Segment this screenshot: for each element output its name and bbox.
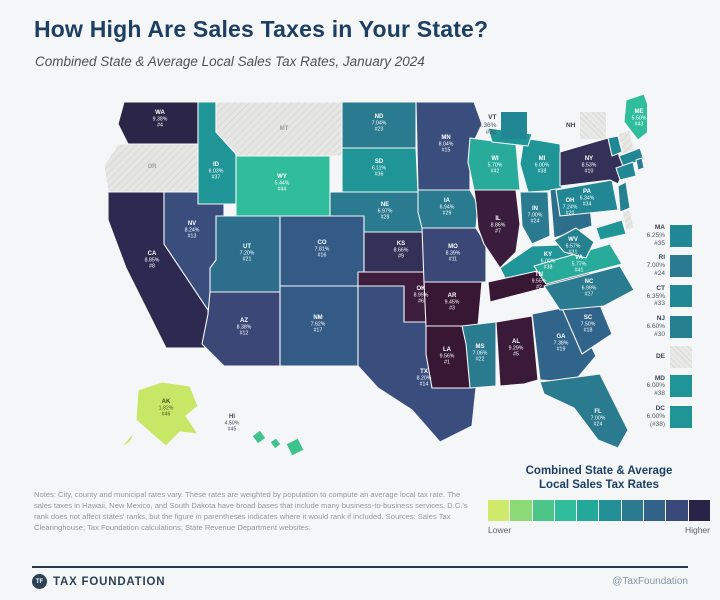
state-WY[interactable] — [235, 155, 331, 217]
footer-divider — [32, 566, 688, 568]
callout-swatch-DC — [670, 405, 692, 428]
callout-swatch-DE — [670, 345, 692, 368]
state-IN[interactable] — [519, 191, 551, 245]
legend-color-3 — [554, 499, 577, 521]
callout-vermont: VT 6.36% #32 — [478, 112, 528, 139]
legend-color-4 — [577, 499, 599, 521]
state-AR[interactable] — [423, 281, 483, 327]
callout-swatch-RI — [670, 255, 692, 278]
state-TX[interactable] — [357, 285, 477, 443]
legend-color-5 — [599, 499, 621, 521]
callout-label-DE: DE — [655, 352, 665, 360]
callout-swatch-MA — [670, 224, 692, 247]
state-CT[interactable] — [615, 161, 637, 181]
right-state-callouts: MA 6.25% #35 RI 7.00% #24 CT 6.35% #33 NJ 6.60% #30… — [598, 224, 692, 428]
callout-label-DC: DC 6.00% (#38) — [646, 404, 665, 428]
legend-gradient-bar — [488, 499, 710, 521]
callout-swatch-VT — [501, 112, 528, 139]
twitter-handle[interactable]: @TaxFoundation — [612, 576, 688, 587]
legend-color-0 — [488, 499, 510, 521]
callout-swatch-MD — [670, 375, 692, 398]
legend-color-8 — [666, 499, 688, 521]
callout-new-hampshire: NH — [566, 112, 607, 139]
state-ND[interactable] — [341, 101, 417, 149]
legend-color-9 — [688, 499, 710, 521]
state-MD[interactable] — [595, 219, 627, 241]
brand-name: TAX FOUNDATION — [53, 575, 166, 588]
state-MT[interactable] — [215, 101, 343, 157]
state-MI[interactable] — [519, 137, 563, 193]
callout-NH: NH — [566, 112, 607, 139]
state-WA[interactable] — [117, 101, 199, 145]
callout-MA: MA 6.25% #35 — [598, 224, 692, 247]
legend-higher-label: Higher — [684, 524, 710, 535]
page-subtitle: Combined State & Average Local Sales Tax… — [35, 54, 425, 69]
state-OR[interactable] — [103, 143, 199, 193]
legend-lower-label: Lower — [488, 524, 512, 535]
state-IA[interactable] — [417, 189, 479, 229]
legend-color-2 — [532, 499, 554, 521]
callout-VT: VT 6.36% #32 — [478, 112, 528, 139]
callout-label-NJ: NJ 6.60% #30 — [646, 315, 665, 338]
callout-DC: DC 6.00% (#38) — [598, 405, 692, 428]
state-HI[interactable] — [251, 429, 267, 445]
state-NM[interactable] — [279, 285, 359, 367]
brand: TF TAX FOUNDATION — [32, 574, 165, 589]
state-ME[interactable] — [623, 94, 647, 141]
source-notes: Notes: City, county and municipal rates … — [34, 490, 468, 532]
callout-DE: DE — [598, 345, 692, 368]
state-CO[interactable] — [279, 215, 365, 287]
state-UT[interactable] — [209, 215, 281, 293]
state-AZ[interactable] — [201, 291, 281, 367]
footer: TF TAX FOUNDATION @TaxFoundation — [32, 574, 688, 589]
callout-label-MD: MD 6.00% #38 — [646, 374, 665, 398]
callout-swatch-NH — [580, 112, 607, 139]
state-WI[interactable] — [467, 137, 521, 191]
legend-title: Combined State & Average Local Sales Tax … — [525, 465, 673, 492]
state-MS[interactable] — [461, 321, 497, 389]
map-legend: Combined State & Average Local Sales Tax … — [488, 464, 710, 535]
page-title: How High Are Sales Taxes in Your State? — [34, 16, 489, 42]
state-AK[interactable] — [135, 381, 199, 447]
state-SD[interactable] — [341, 147, 419, 193]
state-WV[interactable] — [553, 227, 595, 259]
state-AK[interactable] — [113, 429, 137, 453]
callout-NJ: NJ 6.60% #30 — [598, 315, 692, 338]
state-NC[interactable] — [543, 265, 635, 311]
callout-MD: MD 6.00% #38 — [598, 375, 692, 398]
state-DE[interactable] — [621, 209, 635, 231]
state-NJ[interactable] — [617, 181, 631, 213]
callout-label-MA: MA 6.25% #35 — [646, 224, 665, 247]
legend-color-7 — [644, 499, 666, 521]
callout-label-NH: NH — [566, 121, 576, 129]
legend-color-6 — [621, 499, 644, 521]
state-HI[interactable] — [285, 437, 305, 457]
state-HI[interactable] — [269, 437, 282, 450]
callout-swatch-CT — [670, 285, 692, 308]
state-RI[interactable] — [635, 157, 645, 171]
callout-label-CT: CT 6.35% #33 — [646, 284, 665, 308]
legend-color-1 — [510, 499, 532, 521]
callout-label-VT: VT 6.36% #32 — [478, 113, 497, 137]
callout-CT: CT 6.35% #33 — [598, 285, 692, 308]
state-MO[interactable] — [421, 227, 487, 283]
state-AL[interactable] — [495, 315, 539, 387]
state-PA[interactable] — [555, 179, 619, 217]
tax-foundation-logo: TF — [32, 574, 47, 589]
callout-swatch-NJ — [670, 315, 692, 338]
callout-RI: RI 7.00% #24 — [598, 254, 692, 278]
callout-label-RI: RI 7.00% #24 — [646, 254, 665, 277]
state-label-HI: HI 4.50% #45 — [225, 414, 240, 433]
state-FL[interactable] — [539, 373, 629, 449]
